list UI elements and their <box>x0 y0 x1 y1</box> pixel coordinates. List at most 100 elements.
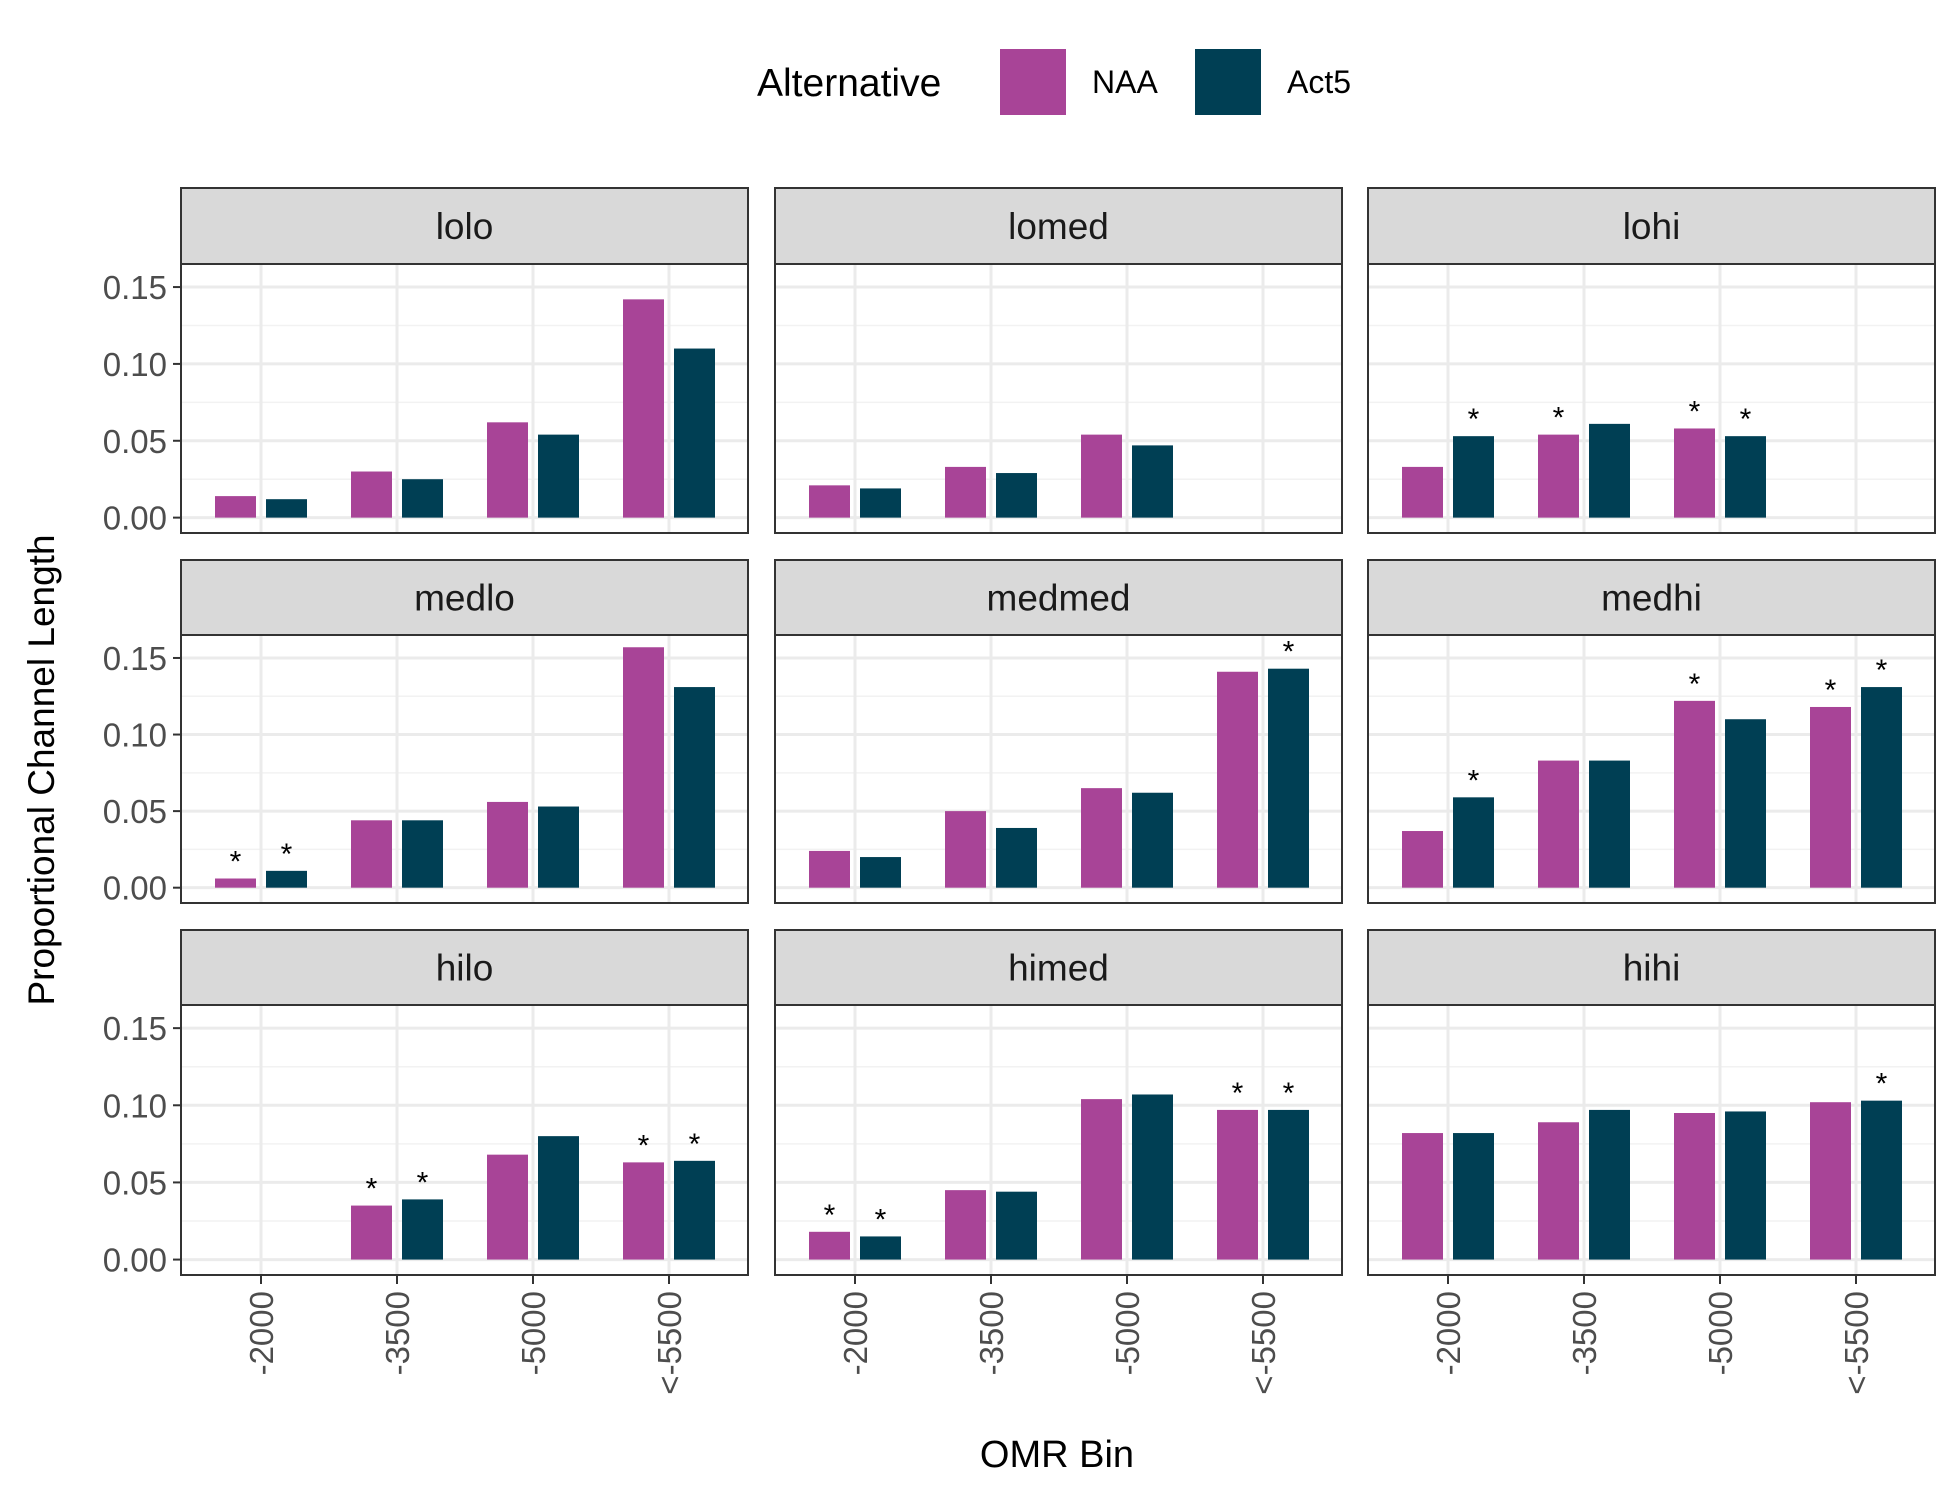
panel-border-medlo <box>180 634 749 904</box>
panel-border-himed <box>774 1004 1343 1276</box>
panel-border-medmed <box>774 634 1343 904</box>
significance-marker: * <box>875 1203 887 1236</box>
significance-marker: * <box>1283 636 1295 669</box>
significance-marker: * <box>1468 403 1480 436</box>
panel-background-lomed <box>775 264 1342 533</box>
y-tick-label: 0.05 <box>103 423 167 460</box>
bar-lohi-act5-1 <box>1589 423 1630 518</box>
y-tick-label: 0.10 <box>103 717 167 754</box>
bar-medhi-act5-2 <box>1725 719 1766 888</box>
bar-hihi-naa-0 <box>1402 1133 1443 1260</box>
x-tick-label: -2000 <box>1430 1291 1467 1375</box>
bar-hilo-act5-3 <box>674 1160 715 1260</box>
panel-border-hihi <box>1367 1004 1936 1276</box>
x-tick-label: <-5500 <box>1245 1291 1282 1395</box>
bar-lohi-act5-2 <box>1725 436 1766 518</box>
bar-lolo-naa-3 <box>623 299 664 518</box>
panel-strip-medlo <box>180 559 749 636</box>
panel-title-lolo: lolo <box>436 206 494 247</box>
significance-marker: * <box>1232 1077 1244 1110</box>
bar-medlo-act5-0 <box>266 870 307 888</box>
bar-himed-naa-0 <box>809 1231 850 1260</box>
bar-himed-act5-0 <box>860 1236 901 1260</box>
panel-title-himed: himed <box>1008 948 1109 989</box>
bar-lolo-naa-1 <box>351 471 392 518</box>
panel-title-medhi: medhi <box>1601 578 1702 619</box>
significance-marker: * <box>689 1128 701 1161</box>
bar-himed-naa-1 <box>945 1190 986 1260</box>
bar-medlo-naa-2 <box>487 801 528 888</box>
panel-border-hilo <box>180 1004 749 1276</box>
x-tick-label: -3500 <box>379 1291 416 1375</box>
significance-marker: * <box>1283 1077 1295 1110</box>
significance-marker: * <box>1876 654 1888 687</box>
significance-marker: * <box>638 1129 650 1162</box>
bar-himed-act5-2 <box>1132 1094 1173 1260</box>
bar-himed-naa-3 <box>1217 1109 1258 1260</box>
bar-hilo-naa-3 <box>623 1162 664 1260</box>
bar-medhi-naa-3 <box>1810 706 1851 888</box>
bar-hihi-act5-3 <box>1861 1100 1902 1260</box>
bar-himed-act5-1 <box>996 1191 1037 1260</box>
significance-marker: * <box>1553 402 1565 435</box>
x-tick-label: -5000 <box>1702 1291 1739 1375</box>
y-tick-label: 0.15 <box>103 269 167 306</box>
bar-medhi-act5-3 <box>1861 687 1902 888</box>
bar-himed-naa-2 <box>1081 1099 1122 1260</box>
panel-border-medhi <box>1367 634 1936 904</box>
bar-lomed-act5-2 <box>1132 445 1173 518</box>
bar-hilo-naa-1 <box>351 1205 392 1260</box>
x-tick-label: -2000 <box>243 1291 280 1375</box>
bar-medlo-act5-2 <box>538 806 579 888</box>
significance-marker: * <box>417 1166 429 1199</box>
panel-strip-himed <box>774 929 1343 1006</box>
bar-lomed-act5-1 <box>996 473 1037 518</box>
legend-title: Alternative <box>757 62 941 105</box>
y-tick-label: 0.05 <box>103 793 167 830</box>
bar-medhi-act5-1 <box>1589 760 1630 888</box>
bar-medlo-naa-3 <box>623 647 664 888</box>
legend-key-act5 <box>1195 49 1261 115</box>
bar-hihi-act5-2 <box>1725 1111 1766 1260</box>
significance-marker: * <box>1689 395 1701 428</box>
panel-title-hilo: hilo <box>436 948 494 989</box>
bar-medlo-act5-1 <box>402 820 443 888</box>
panel-border-lohi <box>1367 263 1936 534</box>
bar-medhi-naa-1 <box>1538 760 1579 888</box>
significance-marker: * <box>1468 764 1480 797</box>
significance-marker: * <box>1876 1068 1888 1101</box>
legend-key-naa <box>1000 49 1066 115</box>
x-tick-label: -2000 <box>837 1291 874 1375</box>
x-tick-label: <-5500 <box>1838 1291 1875 1395</box>
panel-strip-hilo <box>180 929 749 1006</box>
bar-lohi-naa-0 <box>1402 466 1443 518</box>
panel-strip-lohi <box>1367 187 1936 265</box>
panel-strip-lomed <box>774 187 1343 265</box>
bar-hilo-act5-1 <box>402 1199 443 1260</box>
panel-title-lohi: lohi <box>1623 206 1681 247</box>
legend-label-naa: NAA <box>1092 64 1158 100</box>
bar-medmed-naa-1 <box>945 811 986 888</box>
x-axis-title: OMR Bin <box>980 1434 1134 1476</box>
legend-label-act5: Act5 <box>1287 64 1351 100</box>
y-tick-label: 0.15 <box>103 640 167 677</box>
panel-title-medmed: medmed <box>987 578 1131 619</box>
bar-lolo-act5-0 <box>266 499 307 518</box>
bar-hihi-naa-2 <box>1674 1113 1715 1260</box>
panel-border-lomed <box>774 263 1343 534</box>
y-tick-label: 0.00 <box>103 1242 167 1279</box>
bar-lolo-naa-0 <box>215 496 256 518</box>
x-tick-label: <-5500 <box>651 1291 688 1395</box>
significance-marker: * <box>281 838 293 871</box>
bar-himed-act5-3 <box>1268 1109 1309 1260</box>
bar-lolo-act5-3 <box>674 348 715 518</box>
x-tick-label: -3500 <box>973 1291 1010 1375</box>
bar-lomed-naa-0 <box>809 485 850 518</box>
y-tick-label: 0.05 <box>103 1164 167 1201</box>
significance-marker: * <box>1825 674 1837 707</box>
bar-lolo-act5-1 <box>402 479 443 518</box>
bar-hihi-naa-1 <box>1538 1122 1579 1260</box>
bar-lolo-act5-2 <box>538 434 579 518</box>
x-tick-label: -5000 <box>1109 1291 1146 1375</box>
